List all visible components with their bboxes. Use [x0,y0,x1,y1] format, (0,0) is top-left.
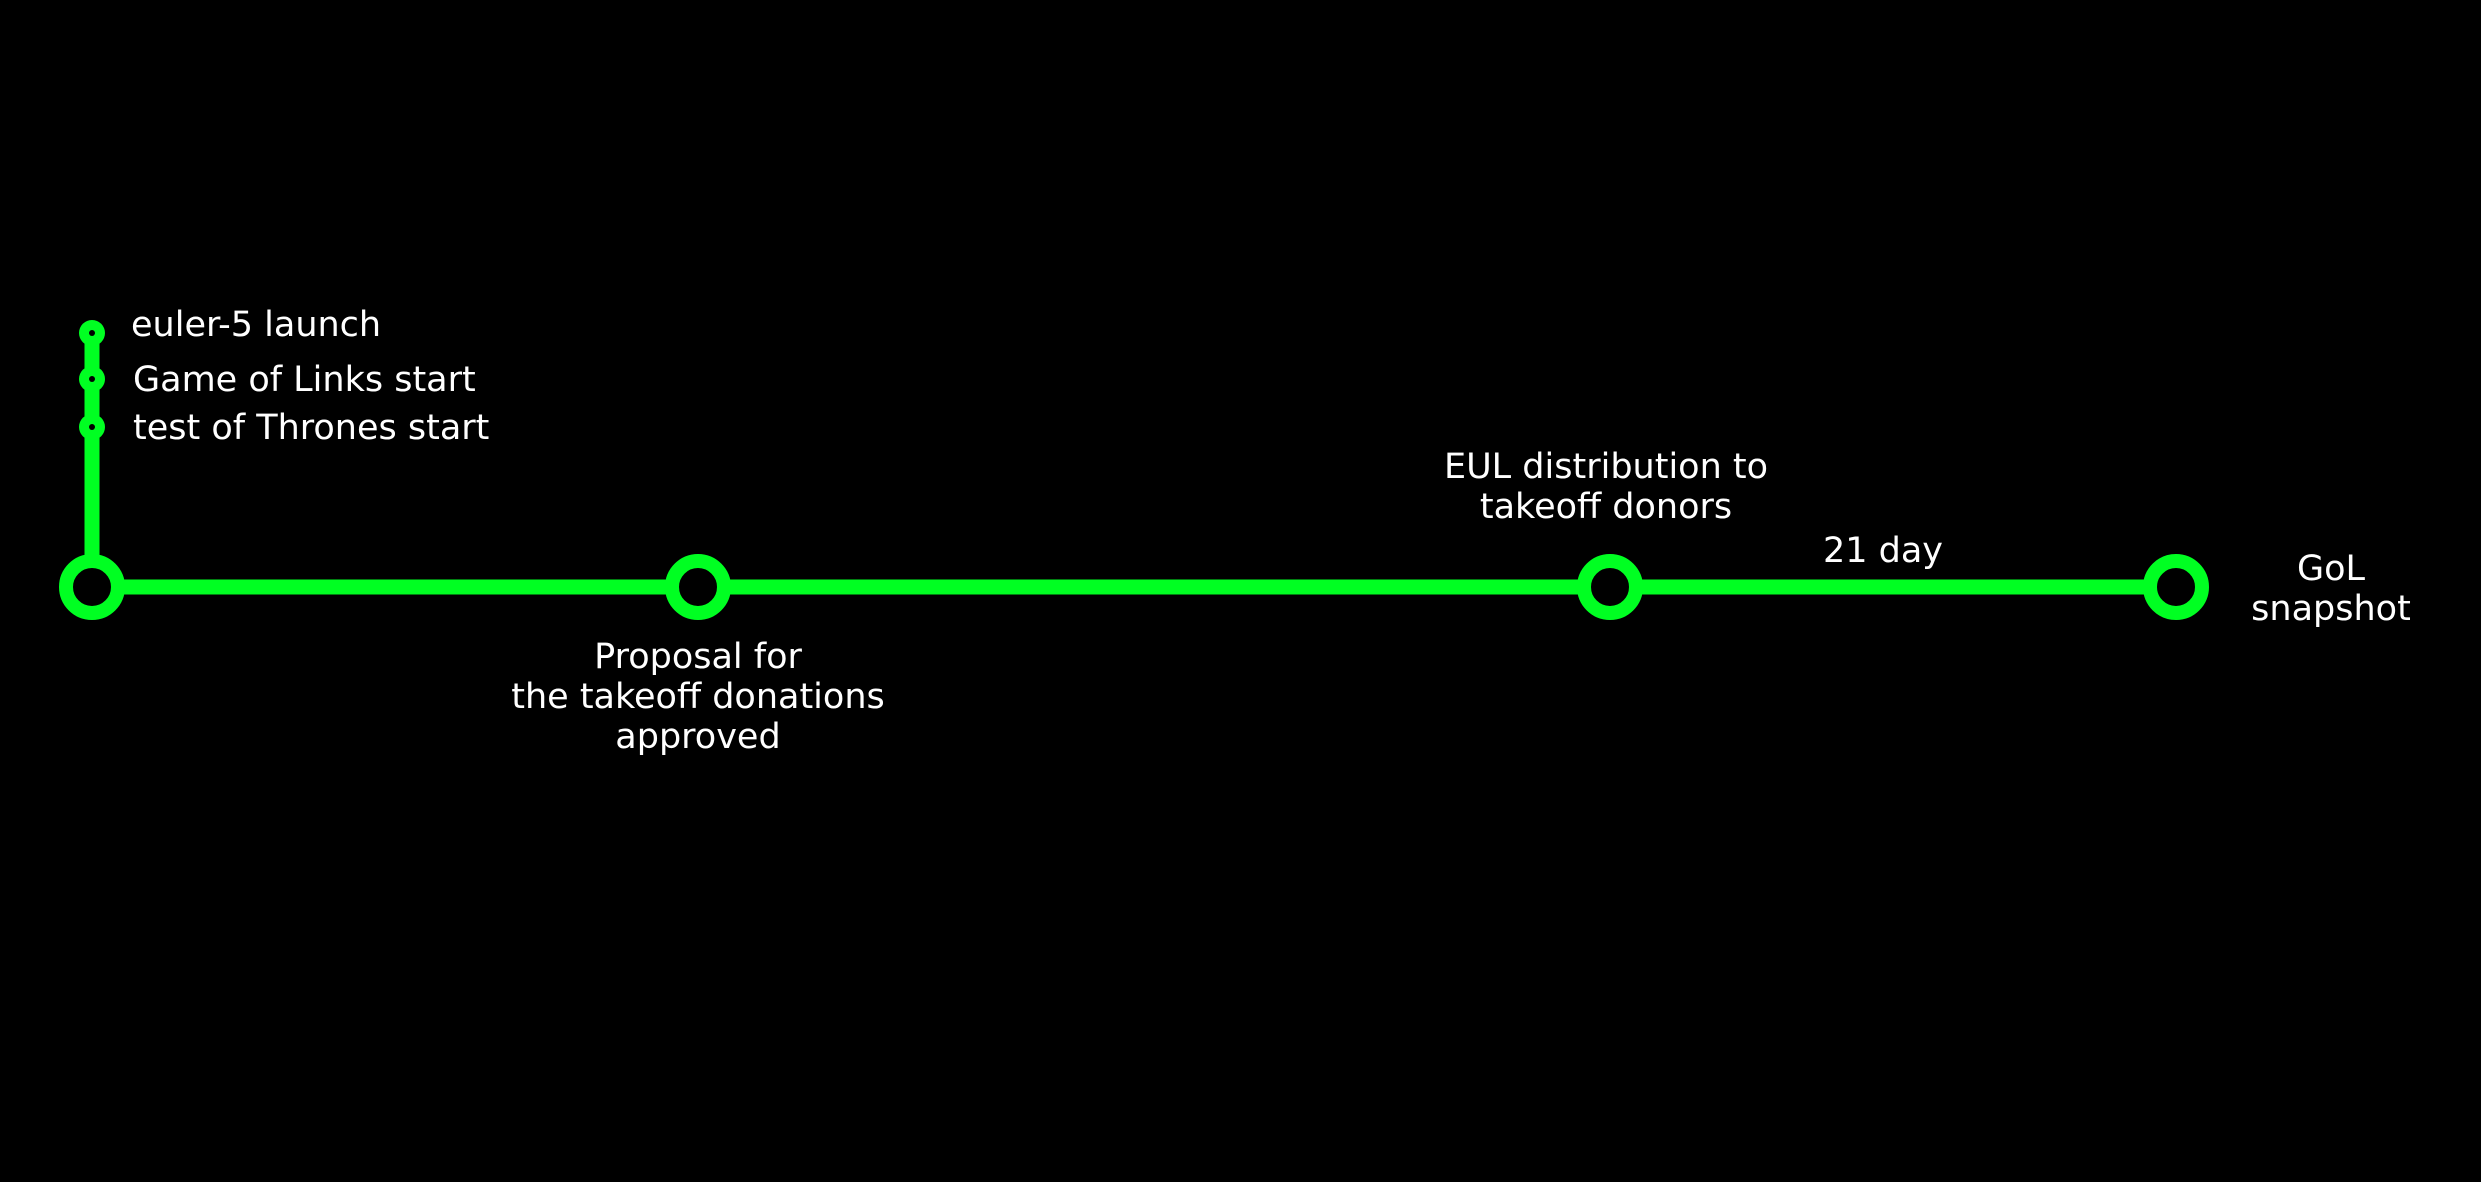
milestone-node-origin [59,554,125,620]
start-event-label-3: test of Thrones start [133,408,490,448]
milestone-label-proposal: Proposal for the takeoff donations appro… [498,637,898,757]
milestone-label-distribution-line-2: takeoff donors [1479,487,1733,527]
milestone-label-proposal-line-1: Proposal for [594,637,802,677]
start-event-label-1: euler-5 launch [131,305,382,345]
milestone-label-proposal-line-3: approved [615,717,781,757]
milestone-label-distribution-line-1: EUL distribution to [1443,447,1769,487]
milestone-node-distribution [1577,554,1643,620]
milestone-node-proposal [665,554,731,620]
milestone-label-distribution: EUL distribution to takeoff donors [1406,447,1806,527]
milestone-label-snapshot-line-1: GoL [2296,549,2366,589]
start-event-node-1-dot [89,330,95,336]
milestone-label-proposal-line-2: the takeoff donations [511,677,885,717]
start-event-node-2-dot [89,376,95,382]
start-event-label-2: Game of Links start [133,360,476,400]
interval-label: 21 day [1822,531,1944,571]
milestone-node-snapshot [2143,554,2209,620]
start-event-node-3-dot [89,424,95,430]
milestone-label-snapshot-line-2: snapshot [2251,589,2411,629]
milestone-label-snapshot: GoL snapshot [2231,549,2431,629]
